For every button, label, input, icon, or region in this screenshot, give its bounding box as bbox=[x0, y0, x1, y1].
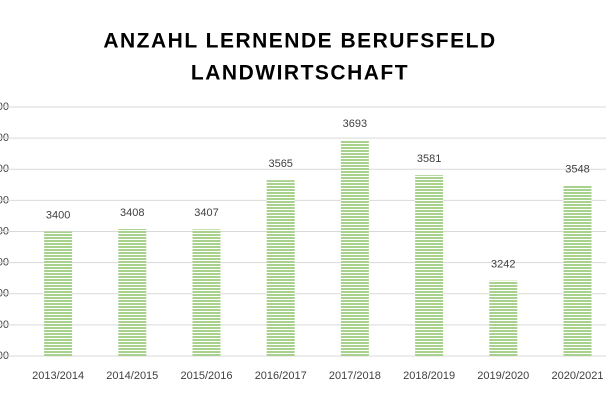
x-tick-label: 2018/2019 bbox=[403, 370, 455, 382]
bar bbox=[489, 280, 518, 356]
bar bbox=[340, 140, 369, 356]
x-tick-label: 2017/2018 bbox=[329, 370, 381, 382]
bar bbox=[44, 231, 73, 356]
data-label: 3408 bbox=[120, 207, 144, 219]
data-label: 3565 bbox=[268, 158, 292, 170]
bar bbox=[266, 180, 295, 356]
bar bbox=[192, 229, 221, 356]
data-label: 3400 bbox=[46, 209, 70, 221]
x-tick-label: 2013/2014 bbox=[32, 370, 84, 382]
data-label: 3242 bbox=[491, 259, 515, 271]
data-label: 3548 bbox=[565, 163, 589, 175]
bar bbox=[563, 185, 592, 356]
bar bbox=[415, 175, 444, 356]
chart-title: ANZAHL LERNENDE BERUFSFELD bbox=[103, 30, 496, 53]
bar bbox=[118, 229, 147, 356]
x-tick-label: 2014/2015 bbox=[106, 370, 158, 382]
data-label: 3581 bbox=[417, 153, 441, 165]
data-label: 3693 bbox=[343, 118, 367, 130]
data-label: 3407 bbox=[194, 207, 218, 219]
x-tick-label: 2016/2017 bbox=[255, 370, 307, 382]
x-tick-label: 2020/2021 bbox=[552, 370, 604, 382]
x-tick-label: 2015/2016 bbox=[181, 370, 233, 382]
x-tick-label: 2019/2020 bbox=[477, 370, 529, 382]
chart-title: LANDWIRTSCHAFT bbox=[191, 62, 409, 85]
